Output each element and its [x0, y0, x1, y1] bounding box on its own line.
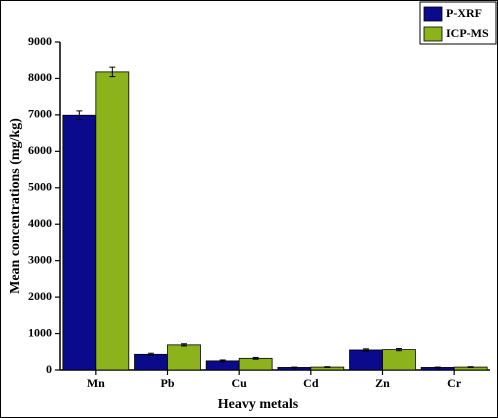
- y-tick-label: 0: [46, 362, 52, 376]
- x-tick-label: Zn: [375, 376, 390, 390]
- error-bar: [363, 348, 370, 352]
- error-bar: [434, 366, 441, 369]
- x-tick-label: Cr: [447, 376, 462, 390]
- y-tick-label: 9000: [28, 34, 52, 48]
- error-bar: [76, 110, 83, 121]
- y-tick-label: 7000: [28, 107, 52, 121]
- bar: [349, 349, 383, 371]
- y-tick-label: 3000: [28, 252, 52, 266]
- bar: [238, 357, 273, 371]
- error-bar: [109, 66, 116, 78]
- y-tick-label: 4000: [28, 216, 52, 230]
- x-tick-label: Pb: [160, 376, 174, 390]
- legend-swatch: [423, 6, 443, 22]
- error-bar: [395, 347, 402, 352]
- y-tick-label: 1000: [28, 325, 52, 339]
- legend-label: P-XRF: [446, 6, 482, 20]
- x-axis-title: Heavy metals: [218, 397, 299, 412]
- x-tick-label: Cu: [231, 376, 247, 390]
- error-bar: [467, 366, 474, 368]
- error-bar: [252, 356, 259, 360]
- bar: [167, 344, 201, 371]
- y-tick-label: 6000: [28, 143, 52, 157]
- legend-label: ICP-MS: [446, 26, 489, 40]
- error-bar: [148, 352, 155, 356]
- error-bar: [219, 359, 226, 363]
- bar: [62, 114, 97, 371]
- error-bar: [291, 366, 298, 369]
- legend-swatch: [423, 26, 443, 42]
- x-tick-label: Cd: [303, 376, 319, 390]
- y-tick-label: 2000: [28, 289, 52, 303]
- y-tick-label: 5000: [28, 180, 52, 194]
- bar: [134, 353, 168, 371]
- bar: [95, 71, 130, 371]
- y-axis-title: Mean concentrations (mg/kg): [8, 118, 23, 294]
- error-bar: [180, 343, 187, 347]
- bar: [382, 349, 416, 371]
- error-bar: [324, 366, 331, 368]
- y-tick-label: 8000: [28, 70, 52, 84]
- x-tick-label: Mn: [87, 376, 105, 390]
